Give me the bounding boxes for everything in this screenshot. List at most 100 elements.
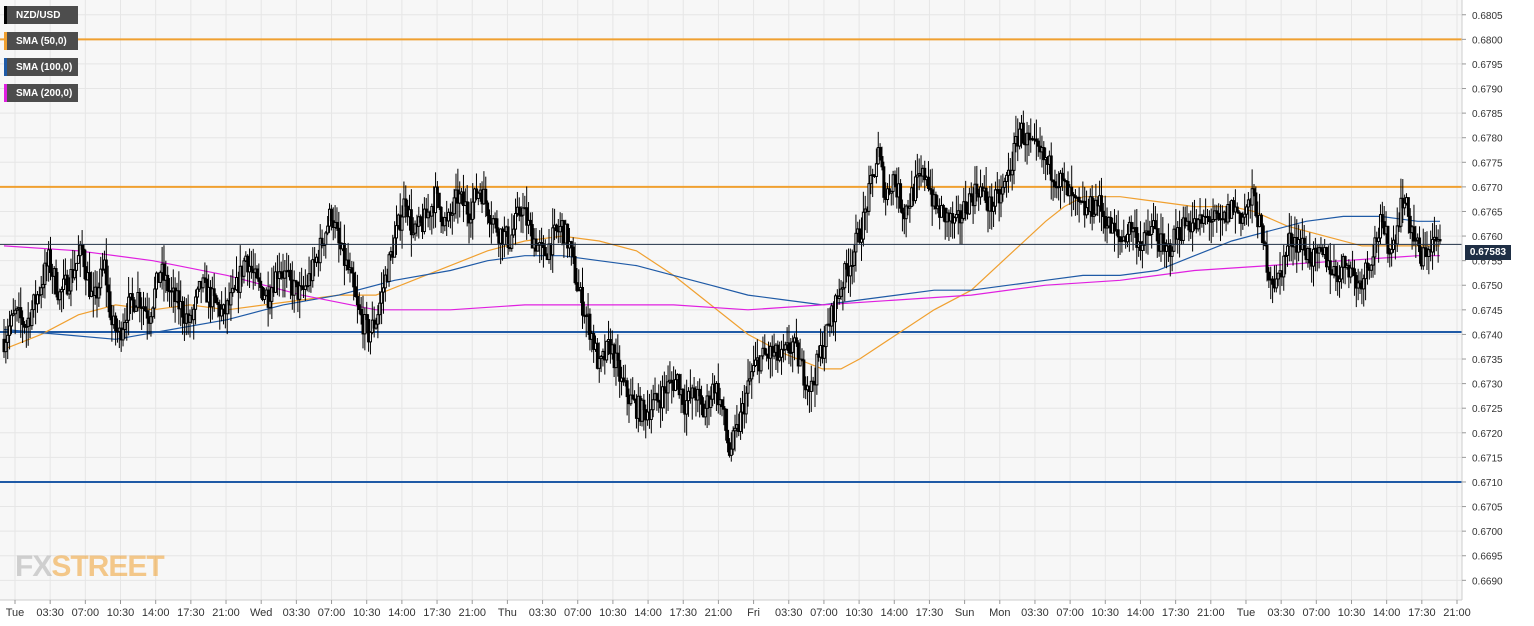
candle-body — [915, 174, 919, 178]
x-tick-label: 14:00 — [388, 607, 416, 619]
candle-body — [367, 319, 371, 343]
legend-item-sma-50[interactable]: SMA (50,0) — [4, 32, 79, 50]
legend-item-sma-100[interactable]: SMA (100,0) — [4, 58, 79, 76]
candle-body — [326, 225, 330, 234]
sma-lines — [3, 196, 1440, 370]
y-tick-label: 0.6765 — [1472, 207, 1503, 218]
y-tick-label: 0.6770 — [1472, 183, 1503, 194]
candle-body — [913, 176, 917, 202]
candle-body — [528, 219, 532, 226]
candle-body — [363, 314, 367, 335]
candle-body — [1191, 222, 1195, 233]
legend-item-pair[interactable]: NZD/USD — [4, 6, 79, 24]
candle-body — [294, 280, 298, 283]
candle-body — [1352, 268, 1356, 277]
candle-body — [655, 393, 659, 401]
candle-body — [571, 246, 575, 257]
candle-body — [1373, 237, 1377, 258]
candle-body — [1289, 232, 1293, 244]
candle-body — [1265, 245, 1269, 273]
x-tick-label: Fri — [747, 607, 760, 619]
candle-body — [698, 388, 702, 397]
candle-body — [681, 388, 685, 405]
candle-body — [791, 341, 795, 353]
candles — [2, 110, 1442, 462]
candle-body — [62, 278, 66, 291]
candle-body — [750, 371, 754, 380]
candle-body — [1036, 140, 1040, 147]
candle-body — [461, 191, 465, 207]
legend-item-sma-200[interactable]: SMA (200,0) — [4, 84, 79, 102]
candle-body — [649, 409, 653, 420]
candle-body — [566, 223, 570, 249]
candle-body — [249, 265, 253, 271]
candle-body — [1312, 248, 1316, 267]
candle-body — [660, 386, 664, 409]
candle-body — [1010, 169, 1014, 176]
candle-body — [1261, 225, 1265, 244]
legend-swatch — [4, 6, 7, 24]
candle-body — [177, 290, 181, 310]
candle-body — [1254, 192, 1258, 217]
last-price-tag: 0.67583 — [1465, 245, 1511, 260]
y-tick-label: 0.6745 — [1472, 306, 1503, 317]
candle-body — [1072, 194, 1076, 197]
x-tick-label: 03:30 — [36, 607, 64, 619]
candle-body — [435, 186, 439, 194]
candle-body — [618, 359, 622, 382]
candle-body — [162, 263, 166, 281]
candle-body — [486, 202, 490, 217]
candle-body — [1245, 206, 1249, 215]
candle-body — [954, 213, 958, 219]
candle-body — [724, 408, 728, 431]
candle-body — [411, 232, 415, 236]
candle-body — [54, 268, 58, 295]
candle-body — [257, 277, 261, 282]
candle-body — [1211, 219, 1215, 222]
candle-body — [530, 224, 534, 249]
candle-body — [166, 274, 170, 292]
candle-body — [465, 201, 469, 215]
candle-body — [298, 285, 302, 300]
y-tick-label: 0.6740 — [1472, 330, 1503, 341]
y-tick-label: 0.6800 — [1472, 35, 1503, 46]
candle-body — [381, 287, 385, 293]
candle-body — [1371, 256, 1375, 266]
candle-body — [841, 287, 845, 290]
x-tick-label: 03:30 — [283, 607, 311, 619]
candle-body — [30, 309, 34, 327]
candle-body — [288, 269, 292, 281]
candle-body — [491, 218, 495, 225]
candle-body — [201, 277, 205, 289]
y-tick-label: 0.6730 — [1472, 380, 1503, 391]
candle-body — [1243, 213, 1247, 218]
candle-body — [934, 194, 938, 210]
candle-body — [729, 448, 733, 456]
candle-body — [889, 190, 893, 194]
candle-body — [21, 317, 25, 325]
candle-body — [39, 287, 43, 296]
candle-body — [402, 198, 406, 218]
candle-body — [802, 359, 806, 386]
candle-body — [1090, 196, 1094, 217]
candle-body — [450, 213, 454, 216]
candle-body — [588, 313, 592, 340]
x-tick-label: 21:00 — [1197, 607, 1225, 619]
x-tick-label: 07:00 — [1303, 607, 1331, 619]
candle-body — [22, 323, 26, 328]
candle-body — [1412, 226, 1416, 242]
candle-body — [967, 193, 971, 215]
candle-body — [1252, 188, 1256, 194]
candle-body — [1235, 206, 1239, 213]
candle-body — [76, 255, 80, 264]
candle-body — [993, 189, 997, 207]
candle-body — [303, 285, 307, 290]
candle-body — [337, 227, 341, 244]
candle-body — [6, 334, 10, 343]
candle-body — [394, 225, 398, 239]
candle-body — [255, 268, 259, 279]
candle-body — [536, 244, 540, 252]
candle-body — [1165, 245, 1169, 252]
candle-body — [642, 399, 646, 411]
candle-body — [80, 244, 84, 250]
